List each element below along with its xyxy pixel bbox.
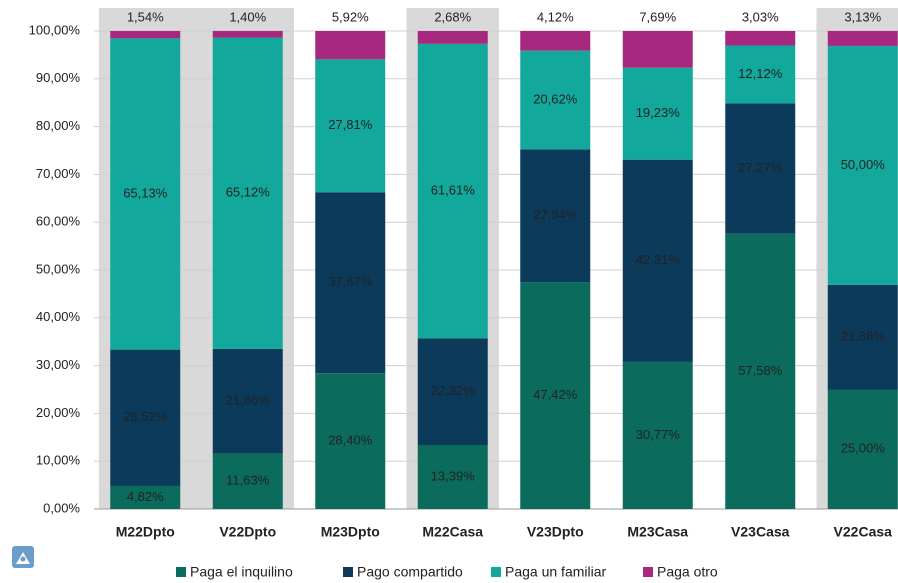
data-label: 28,40% (328, 433, 373, 448)
data-label: 65,13% (123, 185, 168, 200)
bar-segment (315, 31, 386, 60)
bar-segment (622, 159, 693, 362)
bar-segment (827, 284, 898, 390)
data-label: 5,92% (332, 9, 369, 24)
legend-label: Paga otro (657, 564, 718, 580)
bar-segment (725, 103, 796, 234)
y-tick-label: 70,00% (36, 166, 81, 181)
data-label: 30,77% (636, 427, 681, 442)
data-label: 50,00% (841, 157, 886, 172)
y-tick-label: 60,00% (36, 214, 81, 229)
bar-segment (622, 67, 693, 160)
data-label: 21,88% (841, 329, 886, 344)
data-label: 47,42% (533, 387, 578, 402)
bar-segment (417, 31, 488, 44)
data-label: 1,40% (229, 9, 266, 24)
data-label: 25,00% (841, 441, 886, 456)
bar-segment (827, 389, 898, 509)
bar-segment (212, 30, 283, 38)
bar-segment (110, 485, 181, 509)
bar-segment (520, 50, 591, 150)
x-tick-label: V22Casa (834, 524, 893, 540)
x-tick-label: M22Dpto (116, 524, 175, 540)
bar-segment (725, 45, 796, 104)
legend-swatch (176, 567, 186, 577)
x-tick-label: V23Dpto (527, 524, 584, 540)
y-tick-label: 20,00% (36, 405, 81, 420)
bar-segment (417, 338, 488, 445)
bar-segment (520, 31, 591, 51)
data-label: 19,23% (636, 105, 681, 120)
data-label: 3,13% (844, 9, 881, 24)
x-tick-label: V22Dpto (219, 524, 276, 540)
data-label: 12,12% (738, 66, 783, 81)
y-tick-label: 0,00% (43, 500, 80, 515)
legend-label: Pago compartido (357, 564, 463, 580)
bar-segment (725, 31, 796, 46)
data-label: 27,27% (738, 160, 783, 175)
y-tick-label: 10,00% (36, 453, 81, 468)
bar-segment (110, 38, 181, 350)
data-label: 13,39% (431, 468, 476, 483)
bar-segment (520, 149, 591, 283)
bar-segment (315, 373, 386, 509)
y-tick-label: 50,00% (36, 261, 81, 276)
bar-segment (315, 59, 386, 193)
bar-segment (520, 282, 591, 509)
data-label: 4,12% (537, 9, 574, 24)
legend-swatch (343, 567, 353, 577)
bar-segment (622, 361, 693, 509)
data-label: 1,54% (127, 9, 164, 24)
data-label: 37,87% (328, 274, 373, 289)
x-tick-label: M23Dpto (321, 524, 380, 540)
y-tick-label: 90,00% (36, 70, 81, 85)
legend-swatch (643, 567, 653, 577)
x-tick-label: M22Casa (422, 524, 483, 540)
x-tick-label: M23Casa (627, 524, 688, 540)
data-label: 21,86% (226, 393, 271, 408)
data-label: 11,63% (226, 473, 270, 488)
bar-segment (827, 45, 898, 285)
bar-segment (417, 444, 488, 509)
legend-label: Paga el inquilino (190, 564, 293, 580)
bar-segment (110, 349, 181, 486)
data-label: 3,03% (742, 9, 779, 24)
data-label: 27,84% (533, 207, 578, 222)
bar-segment (212, 348, 283, 454)
bar-segment (725, 233, 796, 510)
bar-segment (827, 30, 898, 46)
legend-label: Paga un familiar (505, 564, 607, 580)
data-label: 7,69% (639, 9, 676, 24)
bar-segment (622, 31, 693, 68)
y-tick-label: 30,00% (36, 357, 81, 372)
logo (12, 546, 34, 568)
data-label: 22,32% (431, 383, 476, 398)
data-label: 28,52% (123, 409, 168, 424)
y-tick-label: 80,00% (36, 118, 81, 133)
legend-swatch (491, 567, 501, 577)
data-label: 57,58% (738, 363, 783, 378)
y-tick-label: 40,00% (36, 309, 81, 324)
bar-segment (110, 30, 181, 39)
bar-segment (212, 453, 283, 509)
data-label: 4,82% (127, 489, 164, 504)
data-label: 42,31% (636, 252, 681, 267)
data-label: 65,12% (226, 185, 271, 200)
bar-segment (417, 43, 488, 339)
data-label: 61,61% (431, 182, 476, 197)
x-tick-label: V23Casa (731, 524, 790, 540)
data-label: 27,81% (328, 117, 373, 132)
bar-segment (212, 37, 283, 349)
y-tick-label: 100,00% (29, 22, 81, 37)
data-label: 2,68% (434, 9, 471, 24)
data-label: 20,62% (533, 91, 578, 106)
bar-segment (315, 192, 386, 374)
